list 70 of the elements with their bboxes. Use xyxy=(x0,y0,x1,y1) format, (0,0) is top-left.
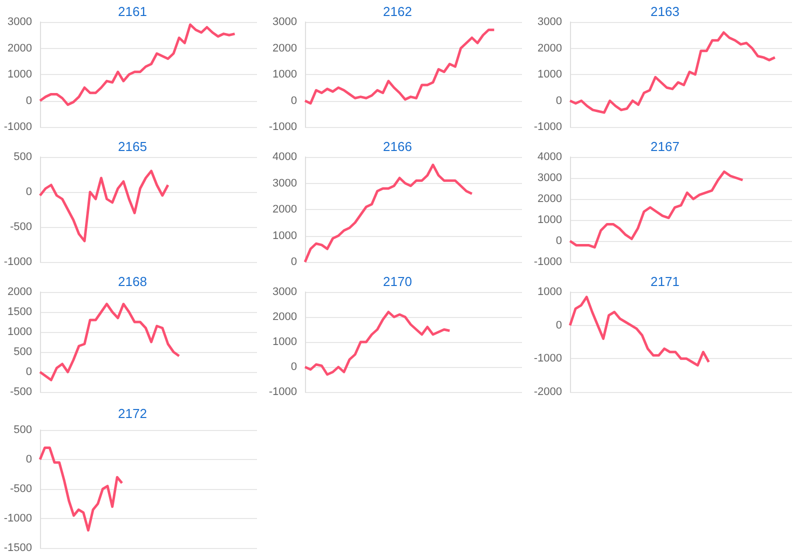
y-tick-label: 0 xyxy=(556,319,562,332)
y-tick-label: 500 xyxy=(14,424,32,436)
chart-title: 2162 xyxy=(383,4,412,19)
y-tick-label: 2000 xyxy=(538,42,562,54)
line-series xyxy=(38,446,124,532)
line-series xyxy=(38,302,180,382)
y-tick-label: 0 xyxy=(290,256,297,268)
y-tick-label: -2000 xyxy=(534,386,562,398)
y-tick-label: 4000 xyxy=(538,151,562,163)
line-series xyxy=(568,170,744,249)
y-tick-label: -1000 xyxy=(534,256,562,268)
y-tick-label: 2000 xyxy=(272,42,297,54)
y-tick-label: 3000 xyxy=(272,16,297,28)
y-tick-label: 1000 xyxy=(272,230,297,242)
y-tick-label: 0 xyxy=(290,361,297,373)
y-tick-label: -1000 xyxy=(268,386,297,398)
y-tick-label: 2000 xyxy=(272,311,297,323)
line-series xyxy=(304,28,496,105)
chart-title: 2172 xyxy=(118,406,147,421)
line-series xyxy=(568,296,710,367)
line-series xyxy=(304,310,451,376)
chart-title: 2166 xyxy=(383,139,412,154)
y-tick-label: 1000 xyxy=(8,326,32,338)
y-tick-label: 2000 xyxy=(8,286,32,298)
y-tick-label: -1000 xyxy=(268,121,297,133)
y-tick-label: -1000 xyxy=(4,256,32,268)
y-tick-label: 0 xyxy=(556,94,562,107)
y-tick-label: 1000 xyxy=(538,214,562,226)
chart-title: 2167 xyxy=(650,139,680,154)
y-tick-label: 2000 xyxy=(538,193,562,205)
line-series xyxy=(568,31,776,114)
y-tick-label: -500 xyxy=(10,386,32,398)
y-tick-label: 3000 xyxy=(272,177,297,190)
y-tick-label: 1000 xyxy=(538,286,562,298)
chart-title: 2161 xyxy=(118,4,147,19)
y-tick-label: 0 xyxy=(26,454,32,466)
y-tick-label: 0 xyxy=(556,235,562,247)
y-tick-label: -1000 xyxy=(534,121,562,133)
y-tick-label: 1000 xyxy=(538,68,562,80)
line-series xyxy=(304,164,474,264)
y-tick-label: 3000 xyxy=(8,16,32,28)
y-tick-label: -500 xyxy=(10,483,32,495)
y-tick-label: 0 xyxy=(26,366,32,378)
y-tick-label: 1000 xyxy=(8,68,32,80)
y-tick-label: 1000 xyxy=(272,68,297,80)
y-tick-label: 3000 xyxy=(538,172,562,184)
y-tick-label: 500 xyxy=(14,151,32,163)
chart-title: 2170 xyxy=(383,274,412,289)
line-series xyxy=(38,170,170,242)
y-tick-label: 2000 xyxy=(272,204,297,216)
y-tick-label: -1000 xyxy=(534,352,562,365)
chart-title: 2165 xyxy=(118,139,147,154)
y-tick-label: 3000 xyxy=(538,16,562,28)
y-tick-label: 4000 xyxy=(272,151,297,163)
y-tick-label: -1000 xyxy=(4,512,32,524)
chart-title: 2171 xyxy=(650,274,680,289)
y-tick-label: 2000 xyxy=(8,42,32,54)
y-tick-label: -1000 xyxy=(4,121,32,133)
y-tick-label: 1500 xyxy=(8,306,32,318)
y-tick-label: 1000 xyxy=(272,336,297,348)
y-tick-label: 3000 xyxy=(272,286,297,298)
y-tick-label: 0 xyxy=(290,94,297,107)
chart-title: 2163 xyxy=(650,4,680,19)
y-tick-label: -500 xyxy=(10,221,32,233)
chart-title: 2168 xyxy=(118,274,147,289)
y-tick-label: -1500 xyxy=(4,542,32,554)
y-tick-label: 0 xyxy=(26,186,32,198)
y-tick-label: 500 xyxy=(14,346,32,358)
line-series xyxy=(38,23,236,106)
y-tick-label: 0 xyxy=(26,94,32,107)
